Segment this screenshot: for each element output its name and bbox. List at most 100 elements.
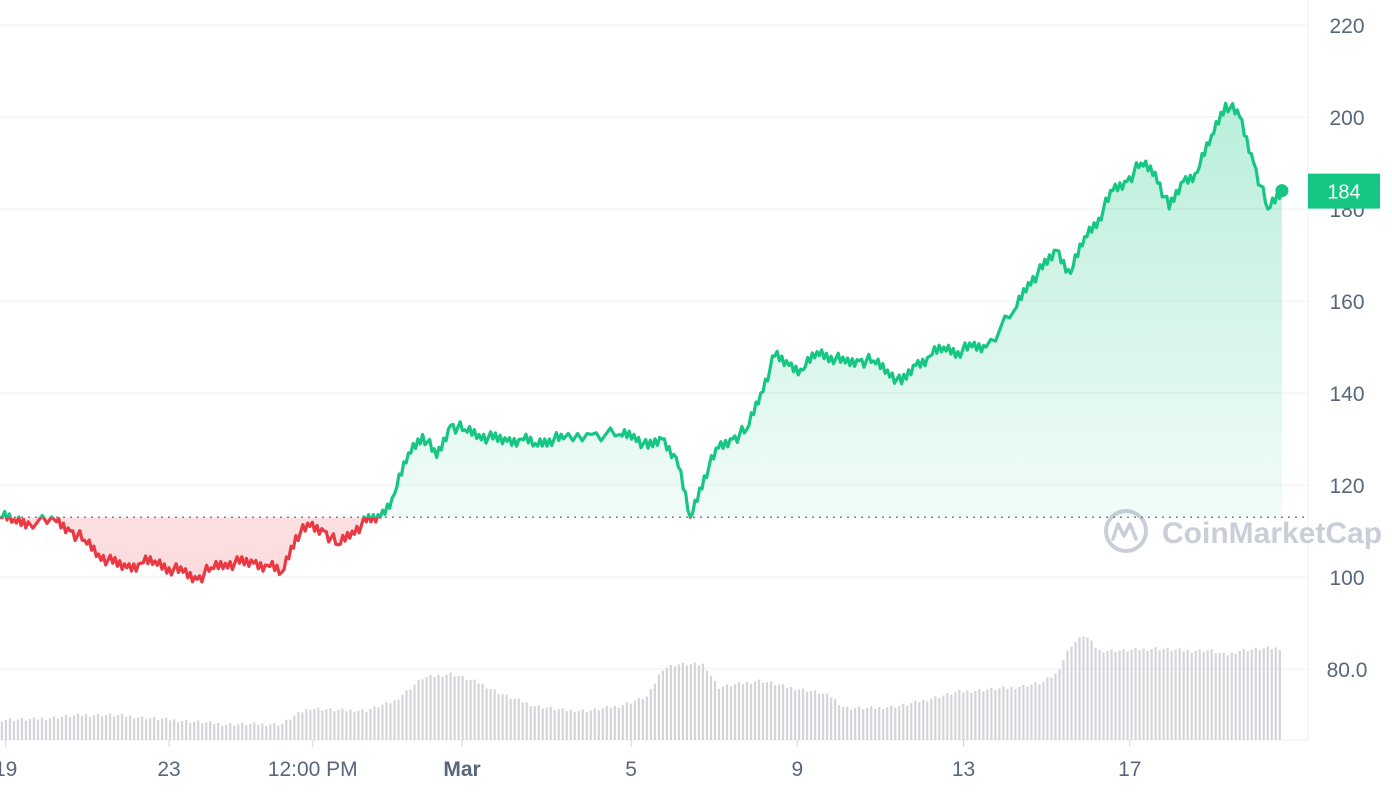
volume-bar: [229, 723, 232, 740]
volume-bar: [225, 724, 228, 740]
volume-bar: [597, 710, 600, 740]
volume-bar: [950, 694, 953, 740]
volume-bar: [1042, 681, 1045, 740]
volume-bar: [1082, 636, 1085, 740]
volume-bar: [1270, 649, 1273, 740]
volume-bar: [954, 692, 957, 740]
volume-bar: [850, 709, 853, 740]
volume-bar: [749, 683, 753, 740]
volume-bar: [818, 693, 821, 740]
volume-bar: [201, 723, 204, 740]
volume-bar: [413, 684, 416, 740]
volume-bar: [757, 679, 761, 740]
volume-bar: [1026, 686, 1029, 740]
volume-bar: [1146, 650, 1149, 740]
volume-bar: [1142, 648, 1145, 740]
volume-bar: [325, 709, 328, 740]
volume-bar: [569, 709, 572, 740]
volume-bar: [401, 694, 404, 740]
volume-bar: [705, 670, 709, 740]
volume-bar: [377, 707, 380, 740]
volume-bar: [882, 709, 885, 740]
volume-bar: [365, 711, 368, 740]
volume-bar: [605, 706, 608, 740]
volume-bar: [725, 684, 729, 740]
price-area-up: [0, 103, 1282, 518]
volume-bar: [417, 679, 420, 740]
volume-bar: [457, 676, 460, 740]
y-tick-label: 160: [1329, 291, 1364, 314]
volume-bar: [16, 719, 20, 740]
volume-bar: [497, 693, 500, 740]
volume-bar: [4, 719, 8, 740]
volume-bar: [461, 676, 464, 740]
volume-bar: [76, 713, 80, 740]
volume-bar: [1178, 648, 1181, 740]
volume-bar: [653, 683, 656, 740]
volume-bar: [906, 705, 909, 740]
volume-bar: [765, 682, 769, 740]
volume-bar: [645, 696, 648, 740]
volume-bar: [693, 662, 697, 740]
volume-bar: [28, 719, 32, 740]
volume-bar: [717, 688, 721, 740]
volume-bar: [1230, 652, 1233, 740]
volume-bar: [1182, 651, 1185, 740]
volume-bar: [617, 707, 620, 740]
volume-bar: [697, 665, 701, 740]
volume-bar: [781, 684, 785, 740]
y-tick-label: 120: [1329, 475, 1364, 498]
volume-bar: [309, 709, 312, 740]
volume-bar: [1266, 646, 1269, 740]
volume-bar: [1170, 650, 1173, 740]
volume-bar: [549, 706, 552, 740]
volume-bar: [541, 708, 544, 740]
volume-bar: [96, 713, 100, 740]
volume-bar: [1098, 649, 1101, 740]
volume-bar: [1238, 650, 1241, 740]
volume-bar: [80, 715, 84, 740]
volume-bar: [72, 715, 76, 740]
volume-bar: [301, 712, 304, 740]
volume-bar: [421, 679, 424, 740]
volume-bar: [1110, 649, 1113, 740]
x-tick-label: 12:00 PM: [268, 758, 358, 781]
volume-bar: [589, 710, 592, 740]
x-tick-label: 23: [157, 758, 180, 781]
volume-bar: [946, 693, 949, 740]
volume-bar: [870, 706, 873, 740]
volume-bar: [661, 670, 664, 740]
volume-bar: [926, 701, 929, 740]
volume-bar: [593, 708, 596, 740]
volume-bar: [922, 699, 925, 740]
volume-bar: [637, 698, 640, 740]
price-area-down: [0, 517, 378, 582]
volume-bar: [918, 702, 921, 740]
volume-bar: [793, 690, 797, 740]
volume-bar: [221, 725, 224, 740]
price-line-down: [0, 517, 693, 584]
x-tick-label: 9: [791, 758, 803, 781]
volume-bar: [1250, 649, 1253, 740]
volume-bar: [689, 664, 693, 740]
volume-bar: [1078, 637, 1081, 740]
volume-bar: [577, 710, 580, 740]
volume-bar: [1130, 649, 1133, 740]
volume-bar: [1206, 650, 1209, 740]
volume-bar: [970, 692, 973, 740]
volume-bar: [209, 721, 212, 740]
volume-bar: [1070, 646, 1073, 740]
volume-bar: [810, 691, 813, 740]
volume-bar: [12, 721, 16, 740]
volume-bar: [389, 703, 392, 740]
volume-bar: [289, 719, 292, 740]
volume-bar: [197, 720, 200, 740]
volume-bar: [1102, 652, 1105, 740]
volume-bar: [978, 689, 981, 740]
volume-bar: [1158, 650, 1161, 740]
volume-bar: [773, 685, 777, 740]
volume-bar: [1198, 649, 1201, 740]
volume-bar: [36, 719, 40, 740]
volume-bar: [465, 679, 468, 740]
